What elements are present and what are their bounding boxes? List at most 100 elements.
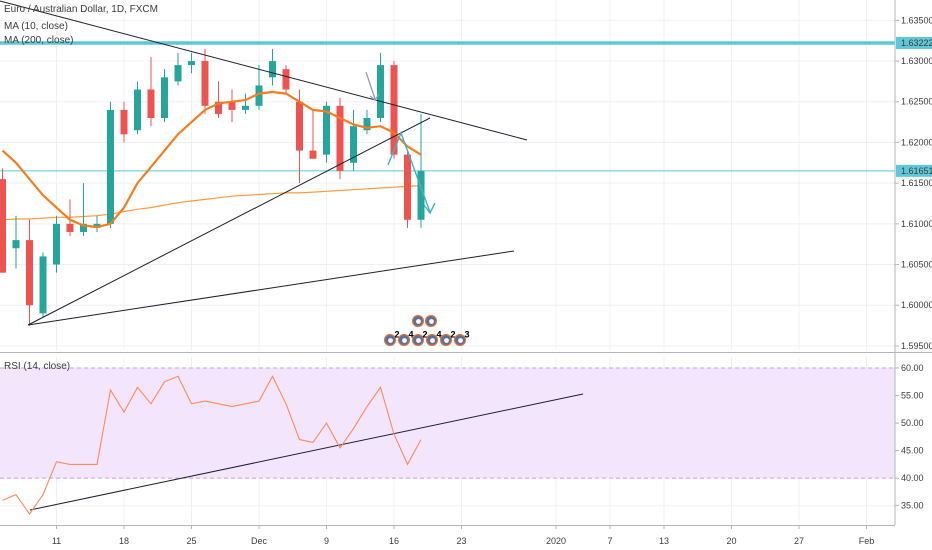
- rsi-path: [2, 375, 422, 515]
- candle-down: [0, 179, 6, 273]
- candle-down: [228, 101, 236, 110]
- rsi-legend[interactable]: RSI (14, close): [4, 361, 71, 372]
- event-badge-count: 4: [409, 330, 414, 340]
- time-tick-label: 9: [324, 536, 329, 546]
- event-badge-count: 3: [465, 330, 470, 340]
- ma10-line: [1, 90, 422, 229]
- rsi-band: [0, 367, 895, 479]
- time-tick-label: Dec: [251, 536, 268, 546]
- event-badge-dot: [430, 338, 435, 343]
- support-trendline: [27, 117, 431, 326]
- event-badge-count: 2: [423, 330, 428, 340]
- rsi-line: [2, 375, 422, 515]
- time-tick-label: 20: [726, 536, 736, 546]
- projection-arrow-small: [365, 71, 376, 100]
- candle-up: [255, 85, 263, 106]
- candle-up: [323, 105, 330, 155]
- candle-up: [39, 256, 47, 314]
- horizontal-levels[interactable]: [0, 41, 895, 172]
- time-tick-label: Feb: [859, 536, 875, 546]
- price-highlight-label: 1.63222: [901, 38, 932, 48]
- ma10-path: [1, 90, 422, 229]
- lower-trendline: [27, 250, 515, 326]
- symbol-legend[interactable]: Euro / Australian Dollar, 1D, FXCM: [4, 4, 158, 15]
- candle-down: [147, 89, 155, 119]
- rsi-tick-label: 35.00: [901, 501, 924, 511]
- candle-up: [417, 170, 425, 220]
- event-badge-dot: [388, 338, 393, 343]
- candle-up: [12, 240, 20, 249]
- time-tick-label: 16: [389, 536, 399, 546]
- rsi-tick-label: 45.00: [901, 446, 924, 456]
- rsi-band-fill: [0, 368, 895, 479]
- candle-up: [188, 61, 195, 66]
- event-badge-dot: [458, 338, 463, 343]
- time-tick-label: 7: [607, 536, 612, 546]
- candle-up: [93, 223, 101, 228]
- candle-down: [201, 61, 209, 106]
- projection-arrowhead-small: [369, 93, 380, 101]
- candle-up: [161, 77, 168, 119]
- rsi-tick-label: 60.00: [901, 363, 924, 373]
- candle-down: [404, 154, 411, 220]
- trend-lines[interactable]: [0, 0, 584, 511]
- price-tick-label: 1.63500: [901, 15, 932, 25]
- time-tick-label: 23: [456, 536, 466, 546]
- candles: [0, 48, 425, 326]
- price-highlight-label: 1.61651: [901, 166, 932, 176]
- resistance-trendline: [0, 0, 528, 141]
- ma200-path: [2, 185, 422, 221]
- event-badge-dot: [444, 338, 449, 343]
- candle-up: [269, 61, 276, 78]
- candle-up: [377, 65, 384, 119]
- time-tick-label: 25: [186, 536, 196, 546]
- price-tick-label: 1.60500: [901, 260, 932, 270]
- event-badge-dot: [402, 338, 407, 343]
- event-badge-count: 4: [437, 330, 442, 340]
- candle-up: [242, 105, 249, 110]
- candle-down: [282, 69, 290, 90]
- projection-arrowhead: [423, 202, 436, 215]
- rsi-trendline: [29, 393, 584, 511]
- candle-down: [215, 101, 222, 114]
- event-badge-dot: [429, 319, 434, 324]
- event-badge-count: 2: [395, 330, 400, 340]
- price-tick-label: 1.63000: [901, 56, 932, 66]
- price-tick-label: 1.62000: [901, 137, 932, 147]
- time-tick-label: 2020: [546, 536, 566, 546]
- axes: [0, 0, 932, 526]
- candle-up: [53, 223, 60, 265]
- time-tick-label: 27: [794, 536, 804, 546]
- candle-up: [174, 65, 182, 82]
- candle-up: [350, 126, 357, 163]
- candle-down: [390, 65, 398, 155]
- time-tick-label: 11: [52, 536, 61, 546]
- tick-labels: 1.63500 1.63000 1.62500 1.62000 1.61500 1.610…: [52, 15, 932, 546]
- candle-down: [309, 150, 317, 159]
- candle-up: [80, 223, 87, 232]
- projection-arrow: [387, 131, 431, 213]
- event-badge-count: 2: [451, 330, 456, 340]
- ma200-line: [2, 185, 422, 221]
- event-badge-dot: [416, 338, 421, 343]
- rsi-tick-label: 55.00: [901, 391, 924, 401]
- price-tick-label: 1.59500: [901, 341, 932, 351]
- time-tick-label: 18: [119, 536, 129, 546]
- price-tick-label: 1.61500: [901, 178, 932, 188]
- rsi-tick-label: 50.00: [901, 418, 924, 428]
- candle-down: [336, 105, 344, 171]
- candle-down: [296, 101, 303, 151]
- price-tick-label: 1.62500: [901, 97, 932, 107]
- time-tick-label: 13: [659, 536, 669, 546]
- price-tick-label: 1.61000: [901, 219, 932, 229]
- ma200-legend[interactable]: MA (200, close): [4, 35, 74, 46]
- rsi-tick-label: 40.00: [901, 473, 924, 483]
- event-badge-dot: [416, 319, 421, 324]
- price-highlight-box: [896, 164, 932, 177]
- ma10-legend[interactable]: MA (10, close): [4, 21, 68, 32]
- candle-down: [120, 109, 128, 135]
- candle-up: [363, 118, 371, 131]
- candle-up: [107, 109, 114, 224]
